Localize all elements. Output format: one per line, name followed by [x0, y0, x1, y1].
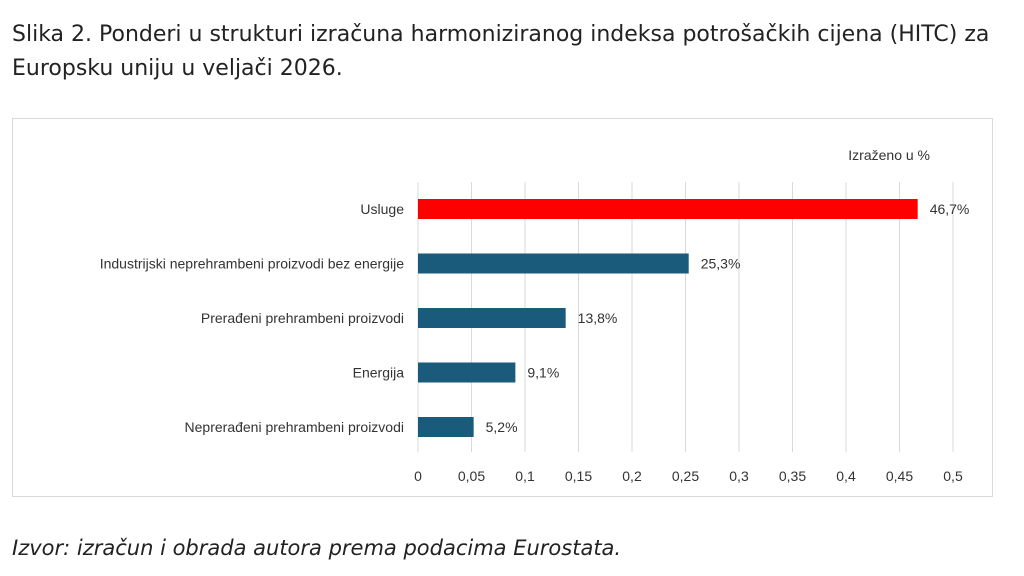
source-note: Izvor: izračun i obrada autora prema pod… — [12, 536, 622, 560]
data-label: 13,8% — [578, 310, 618, 326]
x-tick-label: 0,45 — [886, 468, 913, 484]
x-tick-label: 0,2 — [622, 468, 642, 484]
unit-annotation: Izraženo u % — [848, 147, 930, 163]
bar — [418, 253, 689, 274]
data-label: 9,1% — [527, 365, 559, 381]
chart-frame — [12, 118, 993, 497]
bar — [418, 308, 566, 328]
data-label: 5,2% — [486, 419, 518, 435]
data-label: 46,7% — [930, 201, 970, 217]
x-tick-label: 0,35 — [779, 468, 806, 484]
x-tick-label: 0,1 — [515, 468, 535, 484]
data-label: 25,3% — [701, 256, 741, 272]
x-tick-label: 0,15 — [565, 468, 592, 484]
x-tick-label: 0,25 — [672, 468, 699, 484]
category-label: Industrijski neprehrambeni proizvodi bez… — [100, 256, 404, 272]
x-tick-label: 0,5 — [943, 468, 963, 484]
bar — [418, 417, 474, 437]
bar — [418, 362, 516, 383]
category-label: Usluge — [360, 201, 404, 217]
bar — [418, 199, 918, 219]
x-tick-label: 0,3 — [729, 468, 749, 484]
x-tick-label: 0 — [414, 468, 422, 484]
category-label: Neprerađeni prehrambeni proizvodi — [185, 419, 404, 435]
category-label: Prerađeni prehrambeni proizvodi — [201, 310, 404, 326]
x-tick-label: 0,4 — [836, 468, 856, 484]
category-label: Energija — [353, 365, 405, 381]
figure-title: Slika 2. Ponderi u strukturi izračuna ha… — [12, 22, 990, 81]
x-tick-label: 0,05 — [458, 468, 485, 484]
